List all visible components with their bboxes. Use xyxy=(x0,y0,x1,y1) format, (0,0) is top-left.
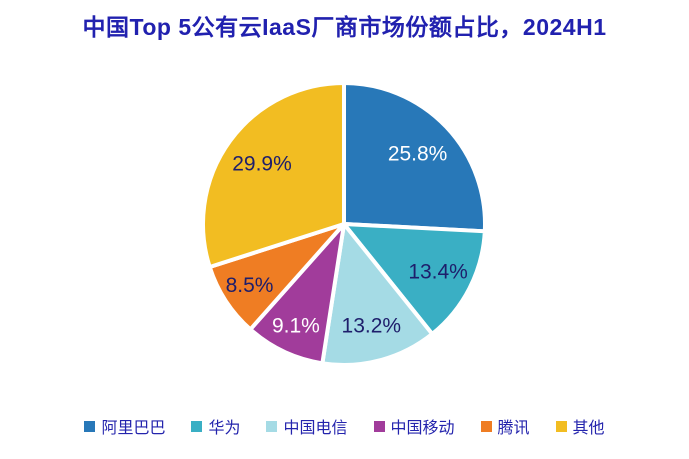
pie-slice-华为 xyxy=(342,222,487,336)
legend-label: 华为 xyxy=(208,420,241,437)
legend-swatch-icon xyxy=(555,420,567,432)
legend-label: 其他 xyxy=(572,420,605,437)
legend-item-华为: 华为 xyxy=(191,414,240,438)
pie-label-华为: 13.4% xyxy=(408,261,468,284)
pie-slice-中国电信 xyxy=(320,222,435,367)
legend-label: 腾讯 xyxy=(497,420,530,437)
legend-label: 中国移动 xyxy=(390,420,455,437)
pie-slice-阿里巴巴 xyxy=(342,81,487,234)
legend-swatch-icon xyxy=(480,420,492,432)
legend-label: 中国电信 xyxy=(283,420,348,437)
legend-swatch-icon xyxy=(266,420,278,432)
legend-item-其他: 其他 xyxy=(555,414,605,438)
legend-item-中国电信: 中国电信 xyxy=(266,414,348,438)
legend-swatch-icon xyxy=(373,420,385,432)
legend-label: 阿里巴巴 xyxy=(101,420,166,437)
legend-item-中国移动: 中国移动 xyxy=(373,414,455,438)
chart-legend: 阿里巴巴 华为 中国电信 中国移动 腾讯 其他 xyxy=(0,414,689,438)
legend-item-阿里巴巴: 阿里巴巴 xyxy=(84,414,165,438)
pie-label-中国移动: 9.1% xyxy=(272,315,320,338)
pie-label-阿里巴巴: 25.8% xyxy=(388,143,448,166)
pie-label-腾讯: 8.5% xyxy=(226,274,274,297)
chart-title: 中国Top 5公有云IaaS厂商市场份额占比，2024H1 xyxy=(82,14,607,40)
pie-label-其他: 29.9% xyxy=(232,153,292,176)
legend-item-腾讯: 腾讯 xyxy=(480,414,530,438)
legend-swatch-icon xyxy=(191,420,203,432)
pie-slice-其他 xyxy=(201,81,346,269)
legend-swatch-icon xyxy=(84,420,96,432)
pie-label-中国电信: 13.2% xyxy=(342,315,402,338)
